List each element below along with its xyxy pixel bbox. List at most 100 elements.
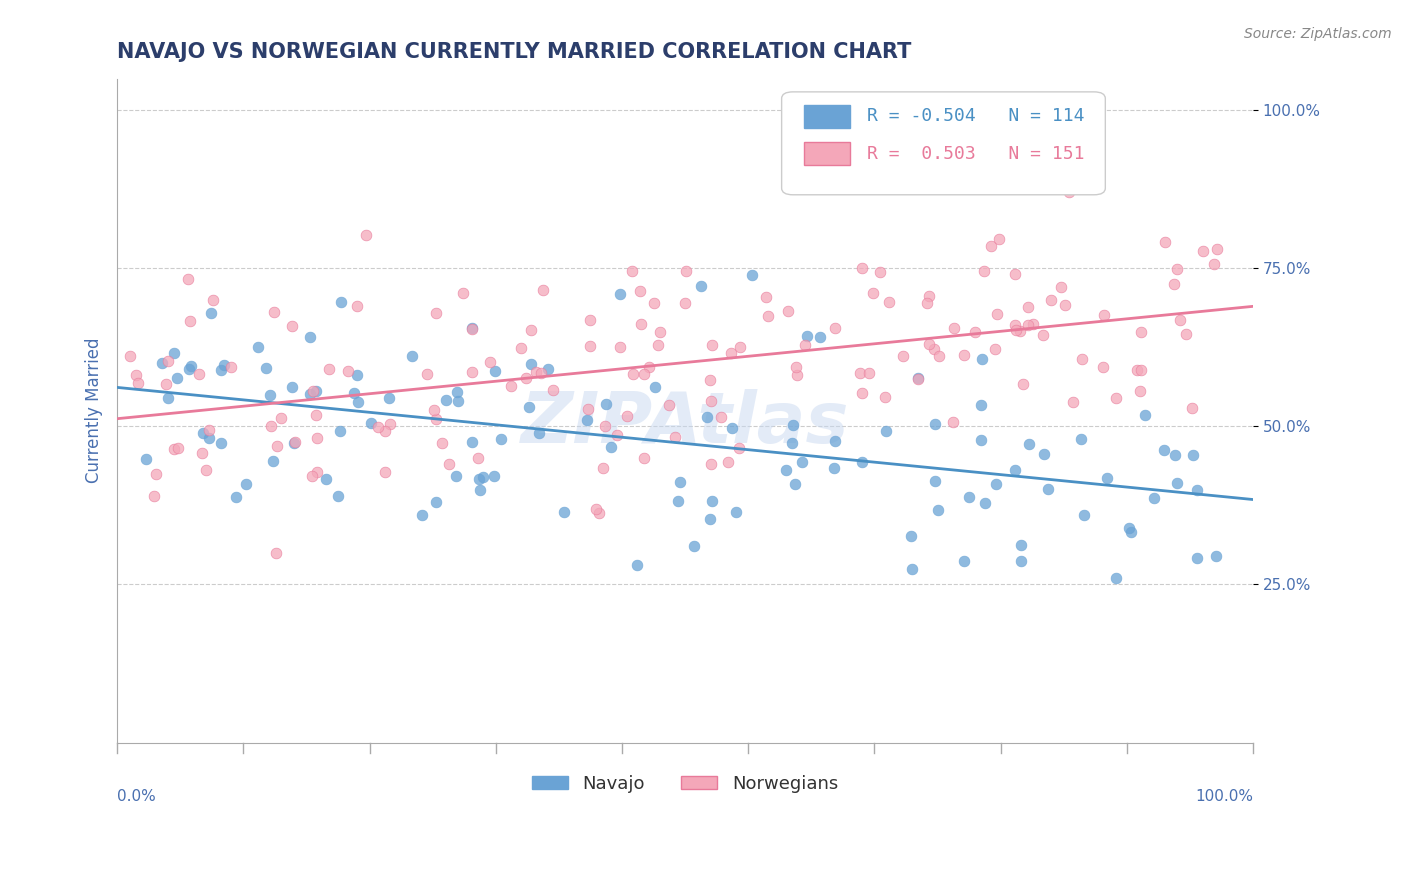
Norwegians [700,457,723,471]
Norwegians [1022,317,1045,331]
Norwegians [1130,326,1153,340]
Navajo [1010,554,1032,568]
Norwegians [167,441,190,455]
Navajo [283,435,305,450]
Y-axis label: Currently Married: Currently Married [86,338,103,483]
Norwegians [918,337,941,351]
Norwegians [862,286,884,301]
Norwegians [1126,363,1149,377]
Norwegians [1008,325,1031,339]
Norwegians [579,313,602,327]
Navajo [235,477,257,491]
Norwegians [467,451,489,466]
Norwegians [1050,280,1073,294]
Norwegians [1004,267,1026,281]
Norwegians [943,321,966,335]
Navajo [782,417,804,432]
Norwegians [628,284,651,298]
Norwegians [301,469,323,483]
Norwegians [266,439,288,453]
Navajo [519,357,541,371]
Norwegians [374,424,396,438]
Norwegians [785,359,807,374]
Navajo [720,421,742,435]
Norwegians [630,317,652,331]
Norwegians [197,423,219,437]
Navajo [785,477,807,491]
Norwegians [125,368,148,383]
Norwegians [127,376,149,390]
Norwegians [191,446,214,460]
Norwegians [869,265,891,279]
Norwegians [461,365,484,379]
Norwegians [664,430,686,444]
Navajo [425,495,447,509]
Norwegians [281,319,304,334]
Norwegians [973,264,995,278]
Norwegians [699,393,721,408]
Norwegians [673,296,696,310]
Norwegians [284,435,307,450]
Navajo [1010,538,1032,552]
Navajo [808,330,831,344]
Navajo [1166,475,1188,490]
Norwegians [758,309,780,323]
Navajo [150,356,173,370]
Navajo [1121,524,1143,539]
Navajo [875,424,897,438]
Norwegians [717,455,740,469]
Navajo [824,434,846,448]
Navajo [305,384,328,398]
Norwegians [877,295,900,310]
FancyBboxPatch shape [804,105,849,128]
Navajo [599,440,621,454]
Navajo [553,505,575,519]
Norwegians [337,364,360,378]
Navajo [924,417,946,431]
Navajo [484,469,506,483]
Norwegians [451,286,474,301]
Navajo [1205,549,1227,563]
Norwegians [851,385,873,400]
Norwegians [980,239,1002,253]
Norwegians [699,373,721,387]
Norwegians [824,321,846,335]
Navajo [401,350,423,364]
Navajo [683,539,706,553]
Navajo [315,472,337,486]
Navajo [468,472,491,486]
Legend: Navajo, Norwegians: Navajo, Norwegians [524,767,845,800]
Navajo [984,477,1007,491]
Navajo [900,529,922,543]
Text: ZIPAtlas: ZIPAtlas [520,389,849,458]
Norwegians [755,290,778,304]
Navajo [696,409,718,424]
Navajo [595,397,617,411]
Navajo [1032,447,1054,461]
Norwegians [1129,362,1152,376]
Navajo [434,393,457,408]
Norwegians [778,304,800,318]
Navajo [576,412,599,426]
Norwegians [530,366,553,380]
Navajo [1073,508,1095,522]
Norwegians [1181,401,1204,415]
Navajo [901,561,924,575]
Navajo [952,553,974,567]
Norwegians [145,467,167,481]
Navajo [281,379,304,393]
Text: 100.0%: 100.0% [1195,789,1253,804]
Navajo [461,320,484,334]
Norwegians [120,349,142,363]
Norwegians [439,458,461,472]
Navajo [796,329,818,343]
Navajo [246,340,269,354]
Norwegians [461,322,484,336]
Navajo [1185,551,1208,566]
Norwegians [1175,327,1198,342]
Norwegians [1166,262,1188,277]
Norwegians [307,465,329,479]
Norwegians [907,372,929,386]
Norwegians [1092,360,1115,375]
Norwegians [163,442,186,457]
